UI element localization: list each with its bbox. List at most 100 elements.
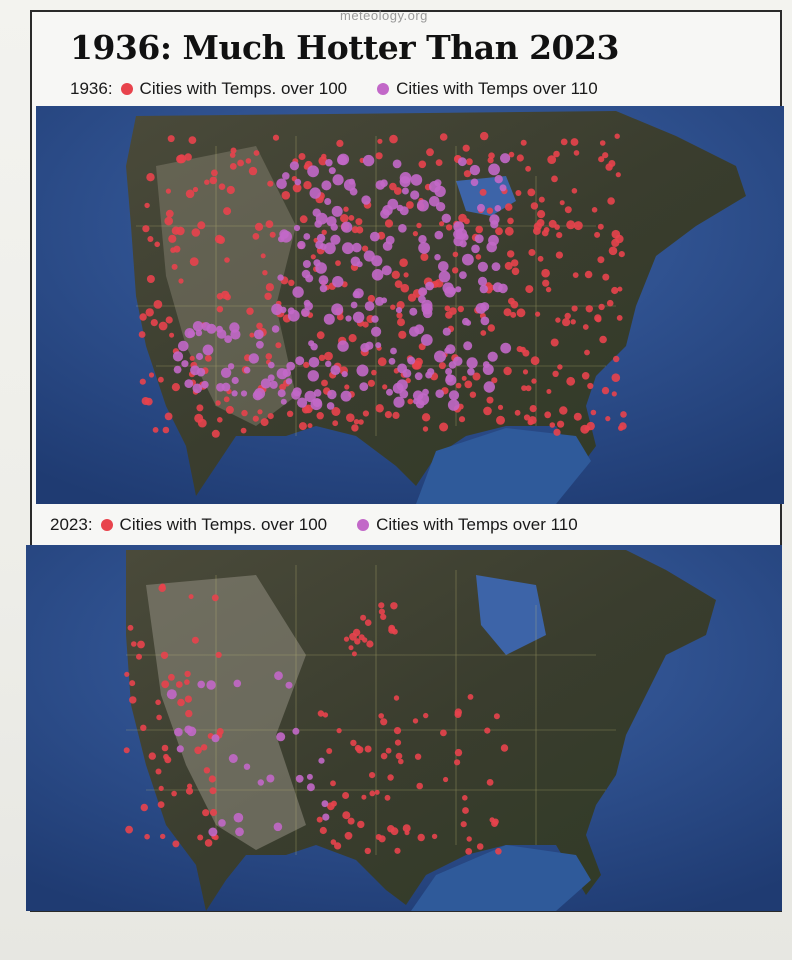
city-dot-over100 — [362, 637, 368, 643]
city-dot-over110 — [375, 180, 386, 190]
city-dot-over110 — [310, 343, 318, 351]
city-dot-over100 — [503, 366, 512, 376]
city-dot-over100 — [387, 774, 394, 781]
city-dot-over110 — [278, 235, 285, 243]
city-dot-over100 — [454, 759, 461, 766]
city-dot-over100 — [343, 206, 349, 212]
city-dot-over110 — [445, 344, 456, 354]
city-dot-over110 — [307, 165, 319, 178]
city-dot-over110 — [224, 335, 233, 343]
city-dot-over100 — [516, 308, 526, 318]
city-dot-over100 — [304, 404, 313, 414]
city-dot-over110 — [308, 357, 320, 368]
city-dot-over100 — [564, 206, 572, 214]
city-dot-over110 — [304, 390, 316, 403]
city-dot-over110 — [393, 396, 405, 408]
city-dot-over100 — [503, 308, 512, 317]
city-dot-over100 — [618, 251, 625, 258]
city-dot-over100 — [439, 221, 445, 227]
city-dot-over110 — [457, 157, 467, 167]
city-dot-over100 — [398, 330, 407, 339]
city-dot-over110 — [434, 350, 446, 363]
city-dot-over100 — [495, 227, 503, 236]
city-dot-over100 — [537, 210, 546, 219]
city-dot-over100 — [480, 131, 489, 141]
city-dot-over100 — [169, 332, 175, 338]
legend-label-over100: Cities with Temps. over 100 — [139, 79, 348, 98]
city-dot-over110 — [414, 372, 423, 381]
city-dot-over110 — [463, 341, 473, 351]
city-dot-over110 — [494, 175, 503, 184]
city-dot-over110 — [425, 371, 433, 379]
legend-item-over100: Cities with Temps. over 100 — [100, 515, 327, 535]
purple-dot-icon — [357, 519, 370, 531]
city-dot-over110 — [471, 244, 480, 254]
city-dot-over110 — [233, 812, 244, 823]
city-dot-over100 — [538, 196, 545, 203]
city-dot-over110 — [392, 382, 404, 394]
city-dot-over110 — [402, 369, 412, 378]
city-dot-over100 — [262, 270, 268, 276]
city-dot-over100 — [602, 152, 609, 159]
city-dot-over100 — [504, 261, 513, 270]
city-dot-over110 — [243, 763, 251, 770]
city-dot-over110 — [390, 347, 397, 355]
city-dot-over110 — [327, 389, 337, 400]
gulf-of-mexico — [416, 428, 591, 504]
city-dot-over100 — [346, 413, 355, 423]
city-dot-over100 — [384, 411, 392, 419]
city-dot-over100 — [611, 238, 620, 247]
city-dot-over100 — [164, 216, 173, 226]
city-dot-over100 — [475, 225, 484, 234]
city-dot-over100 — [393, 695, 400, 701]
city-dot-over110 — [448, 361, 457, 369]
city-dot-over110 — [410, 174, 423, 186]
city-dot-over100 — [142, 225, 150, 233]
city-dot-over100 — [158, 584, 166, 592]
city-dot-over100 — [358, 419, 364, 425]
city-dot-over100 — [348, 334, 357, 343]
city-dot-over100 — [454, 711, 462, 718]
city-dot-over100 — [389, 182, 397, 191]
city-dot-over100 — [559, 200, 565, 206]
city-dot-over110 — [429, 196, 440, 207]
city-dot-over100 — [613, 355, 620, 363]
city-dot-over110 — [231, 376, 239, 385]
city-dot-over100 — [203, 767, 211, 774]
city-dot-over100 — [286, 410, 294, 417]
city-dot-over110 — [313, 389, 322, 397]
city-dot-over100 — [353, 419, 360, 425]
city-dot-over100 — [146, 173, 155, 182]
city-dot-over100 — [521, 385, 527, 391]
city-dot-over110 — [326, 402, 335, 410]
city-dot-over100 — [292, 183, 302, 193]
city-dot-over100 — [160, 833, 166, 840]
city-dot-over110 — [434, 254, 441, 261]
city-dot-over110 — [359, 382, 369, 391]
city-dot-over110 — [322, 813, 330, 821]
city-dot-over100 — [377, 138, 383, 144]
city-dot-over100 — [406, 201, 414, 209]
city-dot-over100 — [557, 420, 565, 428]
city-dot-over100 — [552, 370, 559, 377]
city-dot-over110 — [319, 284, 328, 293]
legend-year: 1936: — [70, 79, 113, 98]
city-dot-over100 — [393, 727, 402, 735]
city-dot-over100 — [597, 256, 605, 264]
city-dot-over100 — [486, 779, 494, 786]
city-dot-over110 — [398, 224, 407, 233]
city-dot-over100 — [475, 254, 482, 260]
city-dot-over110 — [321, 180, 332, 191]
city-dot-over100 — [570, 138, 579, 146]
city-dot-over110 — [462, 253, 474, 266]
city-dot-over100 — [144, 833, 150, 840]
city-dot-over100 — [185, 787, 194, 795]
city-dot-over110 — [282, 172, 290, 180]
city-dot-over100 — [581, 372, 590, 380]
city-dot-over100 — [215, 400, 221, 406]
city-dot-over100 — [204, 354, 212, 362]
city-dot-over100 — [527, 188, 536, 197]
city-dot-over110 — [349, 187, 358, 196]
city-dot-over100 — [189, 355, 195, 361]
city-dot-over110 — [418, 235, 427, 244]
